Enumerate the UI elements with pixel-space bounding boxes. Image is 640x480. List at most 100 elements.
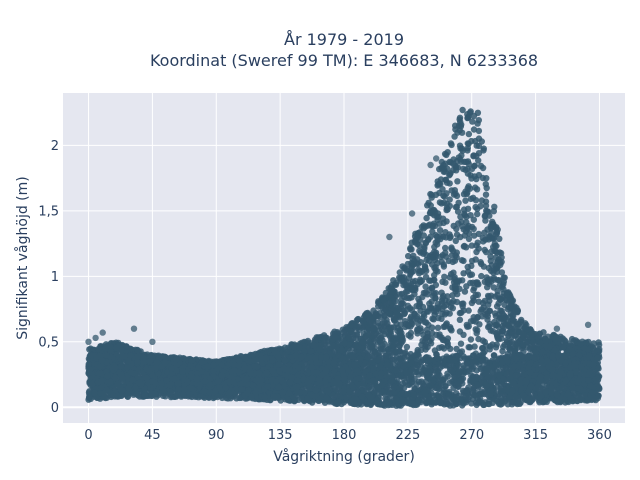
data-point [419,337,426,344]
data-point [483,175,490,182]
data-point [499,347,506,355]
data-point [493,303,501,310]
data-point [452,237,459,245]
data-point [392,334,400,341]
data-point [95,345,102,353]
data-point [508,338,516,346]
data-point [359,339,367,346]
data-point [482,198,490,205]
data-point [371,348,378,355]
data-point [461,212,469,219]
data-point [422,265,429,273]
data-point [468,262,475,270]
data-point [475,127,483,135]
data-point [310,341,317,349]
data-point [474,210,481,218]
data-point [453,345,460,353]
data-point [490,208,497,215]
data-point [464,323,471,330]
data-point [514,320,521,328]
data-point [474,327,481,334]
data-point [421,245,428,252]
data-point [411,310,418,317]
data-point [501,274,508,281]
data-point [503,297,510,304]
data-point [436,220,443,227]
data-point [451,274,458,281]
data-point [465,222,472,230]
data-point [482,217,489,224]
data-point [451,285,458,292]
data-point [471,232,478,239]
data-point [441,273,448,280]
data-point [496,277,503,284]
data-point [462,197,469,204]
data-point [409,268,417,275]
data-point [496,235,503,242]
data-point [442,176,449,184]
data-point [435,314,442,322]
data-point [483,184,490,192]
data-point [473,248,480,256]
data-point [375,298,382,305]
data-point [456,316,464,323]
data-point [511,325,518,332]
data-point [470,216,477,223]
data-point [465,344,472,351]
data-point [425,199,432,207]
data-point [518,316,525,324]
data-point [432,295,439,302]
data-point [501,341,508,348]
data-point [458,129,466,136]
data-point [424,291,431,298]
data-point [492,263,499,270]
data-point [404,288,411,295]
data-point [453,167,460,174]
data-point [316,346,323,353]
data-point [596,345,603,353]
data-point [338,347,345,354]
data-point [509,316,517,324]
data-point [471,162,478,169]
data-point [381,340,388,348]
data-point [487,276,494,283]
data-point [478,272,485,280]
data-point [434,324,442,331]
data-point [370,307,377,314]
data-point [446,234,454,242]
data-point [479,337,487,344]
data-point [467,108,474,115]
data-point [480,238,487,245]
data-point [414,327,421,334]
data-point [469,118,476,125]
data-point [569,350,577,358]
data-point [470,126,478,133]
data-point [482,212,489,219]
data-point [450,222,457,230]
data-point [381,312,388,319]
data-point [396,269,403,276]
data-point [482,191,490,198]
data-point [490,284,497,291]
data-point [387,331,395,338]
data-point [406,294,413,302]
data-point [448,244,455,251]
data-point [415,266,422,273]
chart-title-line1: År 1979 - 2019 [284,30,404,49]
data-point [496,249,503,256]
data-point [527,344,534,351]
data-point [426,277,433,284]
data-point [460,257,467,265]
data-point [410,252,417,259]
data-point [469,194,477,201]
data-point [449,258,456,266]
data-point [314,334,322,341]
data-point [490,243,497,251]
data-point [507,310,514,317]
data-point [472,292,479,299]
data-point [401,294,408,301]
data-point [396,329,403,336]
data-point [453,231,461,238]
data-point [484,284,491,291]
data-point [456,114,464,122]
